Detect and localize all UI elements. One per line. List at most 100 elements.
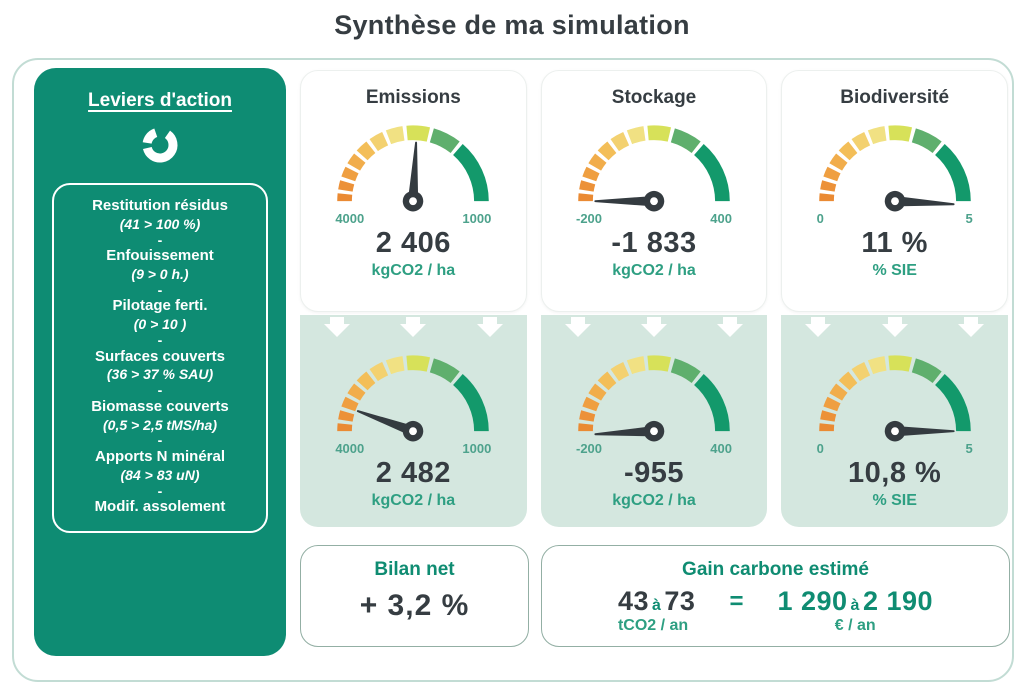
action-lever-item: Restitution résidus (41 > 100 %) - — [58, 197, 262, 247]
gauge-min-label: 4000 — [335, 441, 365, 456]
gain-range-euro: 1 290 à 2 190 € / an — [777, 586, 933, 635]
down-arrow-icon — [324, 317, 350, 337]
action-levers-panel: Leviers d'action Restitution résidus (41… — [34, 68, 286, 656]
lever-name: Modif. assolement — [94, 498, 226, 516]
lever-separator: - — [157, 432, 163, 449]
carbon-gain-box: Gain carbone estimé 43 à 73 tCO2 / an = 1 … — [541, 545, 1010, 647]
gauge-unit: kgCO2 / ha — [612, 492, 696, 509]
lever-detail: (0 > 10 ) — [133, 316, 187, 333]
gauge-emissions-after — [337, 355, 490, 442]
gauge-unit: % SIE — [872, 262, 917, 279]
transition-arrows — [300, 315, 527, 337]
gauge-biodiversite-after — [818, 355, 971, 442]
biodiversite-after-card: 0 5 10,8 % % SIE — [781, 315, 1009, 527]
down-arrow-icon — [564, 317, 591, 337]
tco2-to: 73 — [664, 586, 696, 616]
euro-from: 1 290 — [777, 586, 848, 616]
gauge-stockage-before — [578, 125, 730, 212]
action-lever-item: Biomasse couverts (0,5 > 2,5 tMS/ha) - — [58, 398, 262, 448]
down-arrow-icon — [641, 317, 667, 337]
stockage-after-card: -200 400 -955 kgCO2 / ha — [540, 315, 768, 527]
gain-range-tco2: 43 à 73 tCO2 / an — [618, 586, 696, 635]
lever-name: Pilotage ferti. — [112, 297, 208, 315]
gauge-max-label: 1000 — [462, 211, 492, 226]
bilan-net-box: Bilan net + 3,2 % — [300, 545, 529, 647]
gauge-min-label: 0 — [816, 211, 824, 226]
gauge-max-label: 5 — [965, 441, 973, 456]
lever-name: Apports N minéral — [94, 448, 226, 466]
transition-arrows — [541, 315, 768, 337]
column-title: Stockage — [611, 87, 697, 108]
column-stockage: Stockage -200 400 -1 833 kgCO2 / ha — [540, 70, 768, 527]
action-lever-item: Enfouissement (9 > 0 h.) - — [58, 247, 262, 297]
gauge-unit: kgCO2 / ha — [612, 262, 696, 279]
lever-name: Surfaces couverts — [94, 347, 226, 365]
lever-detail: (9 > 0 h.) — [131, 265, 189, 282]
gauge-min-label: 4000 — [335, 211, 365, 226]
gauge-value: 11 % — [861, 227, 928, 259]
lever-detail: (41 > 100 %) — [119, 215, 201, 232]
action-lever-item: Modif. assolement — [58, 498, 262, 517]
gauge-max-label: 400 — [710, 211, 732, 226]
action-lever-item: Apports N minéral (84 > 83 uN) - — [58, 448, 262, 498]
down-arrow-icon — [881, 317, 908, 337]
emissions-after-card: 4000 1000 2 482 kgCO2 / ha — [300, 315, 527, 527]
lever-separator: - — [157, 281, 163, 298]
donut-chart-icon — [34, 124, 286, 171]
down-arrow-icon — [476, 317, 503, 337]
emissions-before-card: Emissions 4000 1000 2 406 kgCO2 / ha — [300, 70, 527, 312]
bilan-net-title: Bilan net — [374, 559, 455, 580]
gauge-unit: kgCO2 / ha — [371, 262, 456, 279]
page-title: Synthèse de ma simulation — [334, 10, 690, 40]
lever-separator: - — [157, 482, 163, 499]
gauge-value: 2 406 — [375, 227, 451, 259]
gauge-unit: % SIE — [872, 492, 917, 509]
lever-separator: - — [157, 332, 163, 349]
down-arrow-icon — [400, 317, 427, 337]
gauge-unit: kgCO2 / ha — [371, 492, 456, 509]
gain-unit-euro: € / an — [834, 617, 876, 634]
gauge-min-label: -200 — [576, 441, 603, 456]
down-arrow-icon — [805, 317, 832, 337]
gauge-value: -955 — [623, 457, 685, 489]
column-title: Emissions — [365, 87, 461, 108]
bilan-net-value: + 3,2 % — [359, 589, 470, 622]
euro-separator: à — [850, 597, 860, 614]
column-biodiversite: Biodiversité 0 5 11 % % SIE — [781, 70, 1009, 527]
gauge-value: 10,8 % — [848, 457, 942, 489]
action-levers-list: Restitution résidus (41 > 100 %) - Enfou… — [52, 183, 268, 534]
gauge-min-label: -200 — [576, 211, 603, 226]
gauge-value: 2 482 — [375, 457, 451, 489]
tco2-from: 43 — [617, 586, 649, 616]
gauge-value: -1 833 — [611, 227, 697, 259]
stockage-before-card: Stockage -200 400 -1 833 kgCO2 / ha — [540, 70, 768, 312]
lever-separator: - — [157, 231, 163, 248]
gauge-emissions-before — [337, 125, 490, 212]
gauge-biodiversite-before — [818, 125, 971, 212]
transition-arrows — [781, 315, 1008, 337]
lever-name: Enfouissement — [106, 247, 214, 265]
action-lever-item: Surfaces couverts (36 > 37 % SAU) - — [58, 348, 262, 398]
column-emissions: Emissions 4000 1000 2 406 kgCO2 / ha — [300, 70, 527, 527]
gauge-stockage-after — [578, 355, 730, 442]
down-arrow-icon — [717, 317, 744, 337]
tco2-separator: à — [652, 597, 662, 614]
indicator-columns: Emissions 4000 1000 2 406 kgCO2 / ha — [300, 70, 1009, 527]
gain-unit-tco2: tCO2 / an — [617, 617, 689, 634]
euro-to: 2 190 — [862, 586, 934, 616]
down-arrow-icon — [958, 317, 984, 337]
action-lever-item: Pilotage ferti. (0 > 10 ) - — [58, 297, 262, 347]
outer-container — [12, 58, 1014, 682]
gauge-max-label: 400 — [710, 441, 732, 456]
lever-detail: (0,5 > 2,5 tMS/ha) — [103, 416, 217, 433]
biodiversite-before-card: Biodiversité 0 5 11 % % SIE — [781, 70, 1009, 312]
gauge-min-label: 0 — [816, 441, 824, 456]
gain-equals-sign: = — [729, 588, 744, 615]
action-levers-title: Leviers d'action — [88, 90, 232, 111]
gauge-max-label: 1000 — [462, 441, 492, 456]
lever-separator: - — [157, 382, 163, 399]
lever-detail: (36 > 37 % SAU) — [106, 366, 214, 383]
gauge-max-label: 5 — [965, 211, 973, 226]
column-title: Biodiversité — [840, 87, 950, 108]
